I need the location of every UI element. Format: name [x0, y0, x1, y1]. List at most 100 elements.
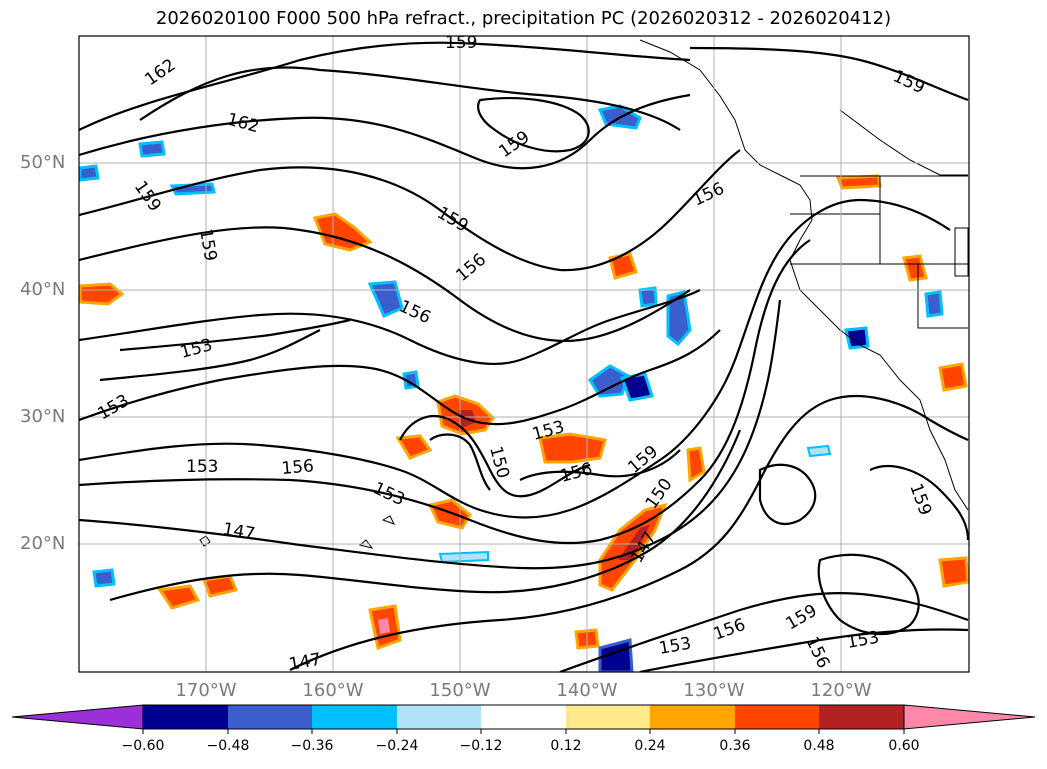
contour-label: 156 — [452, 250, 490, 286]
precip-patch-negative — [619, 372, 654, 402]
lon-label-150w: 150°W — [429, 680, 491, 701]
colorbar-segment — [735, 705, 819, 729]
lon-label-160w: 160°W — [302, 680, 364, 701]
colorbar-segment — [566, 705, 650, 729]
map-title: 2026020100 F000 500 hPa refract., precip… — [155, 8, 892, 29]
contour-line — [559, 592, 969, 672]
precip-patch-negative — [92, 568, 116, 588]
precip-patch-positive — [686, 446, 706, 483]
contour-label: 153 — [95, 391, 133, 425]
contour-label: 150 — [485, 444, 513, 481]
contour-label: 159 — [783, 601, 821, 635]
coastlines — [199, 39, 969, 549]
contour-label: 147 — [221, 519, 256, 544]
contour-line — [477, 97, 590, 153]
precip-patch-positive — [395, 434, 433, 460]
contour-label: 156 — [711, 615, 748, 645]
precip-patch-negative — [806, 444, 832, 458]
contour-label: 159 — [905, 481, 935, 518]
contour-line — [79, 239, 811, 545]
contour-line — [289, 394, 969, 671]
precip-patch-positive — [378, 618, 390, 634]
precip-patch-positive — [618, 525, 650, 560]
refractivity-contours — [79, 41, 969, 672]
colorbar-tick-label: −0.36 — [290, 738, 334, 754]
precip-patch-negative — [666, 290, 692, 347]
contour-label: 159 — [130, 177, 165, 215]
contour-line — [79, 329, 721, 426]
contour-line — [79, 226, 691, 342]
contour-label: 156 — [281, 456, 315, 479]
colorbar-frame — [142, 704, 905, 730]
contour-line — [869, 465, 969, 541]
precip-patch-negative — [638, 286, 658, 308]
colorbar-extend-right — [903, 704, 1036, 730]
graticule — [79, 36, 969, 672]
lat-label-30n: 30°N — [20, 406, 66, 427]
precip-patch-positive — [538, 432, 607, 464]
precip-patch-positive — [902, 254, 928, 282]
lon-label-120w: 120°W — [810, 680, 872, 701]
colorbar-tick-label: 0.24 — [634, 738, 666, 754]
contour-line — [79, 289, 701, 366]
lon-label-140w: 140°W — [556, 680, 618, 701]
contour-line — [79, 198, 951, 519]
contour-line — [399, 415, 591, 498]
lat-label-40n: 40°N — [20, 279, 66, 300]
lon-label-130w: 130°W — [683, 680, 745, 701]
lon-label-170w: 170°W — [175, 680, 237, 701]
contour-label: 159 — [890, 66, 928, 98]
contour-label: 159 — [434, 203, 472, 237]
contour-label: 159 — [495, 127, 533, 162]
contour-label: 159 — [624, 442, 662, 478]
colorbar-tick-label: 0.48 — [803, 738, 835, 754]
contour-label: 159 — [445, 33, 477, 53]
precip-patch-positive — [938, 556, 969, 588]
contour-label: 156 — [396, 296, 434, 328]
contour-line — [109, 429, 742, 602]
contour-label: 153 — [370, 478, 408, 510]
precip-patch-negative — [924, 290, 944, 318]
precip-patch-positive — [79, 282, 125, 306]
precip-patch-negative — [598, 638, 634, 672]
colorbar-tick-label: 0.36 — [719, 738, 751, 754]
contour-line — [79, 93, 691, 170]
contour-line — [519, 449, 681, 481]
contour-label: 153 — [845, 628, 880, 653]
precip-patch-positive — [608, 252, 638, 280]
contour-line — [79, 41, 691, 131]
contour-label: 153 — [657, 634, 692, 659]
contour-label: 147 — [287, 650, 322, 675]
contour-line — [119, 318, 351, 352]
precip-patch-positive — [157, 584, 201, 610]
contour-label: 156 — [690, 179, 728, 211]
contour-label: 153 — [186, 457, 218, 477]
precip-shading — [79, 104, 969, 672]
contour-line — [639, 628, 969, 672]
colorbar-tick-label: −0.12 — [459, 738, 503, 754]
contour-label: 150 — [642, 475, 677, 513]
colorbar-segment — [397, 705, 481, 729]
contour-line — [79, 299, 782, 570]
colorbar-tick-label: 0.60 — [888, 738, 920, 754]
contour-label: 153 — [178, 335, 215, 363]
precip-patch-positive — [312, 212, 373, 252]
colorbar-segment — [228, 705, 312, 729]
colorbar-segment — [819, 705, 904, 729]
colorbar-tick-label: −0.60 — [121, 738, 165, 754]
colorbar — [11, 704, 1036, 734]
contour-line — [99, 329, 321, 382]
colorbar-extend-left — [11, 704, 144, 730]
contour-label: 162 — [225, 110, 262, 138]
precip-patch-negative — [79, 164, 100, 182]
map-area — [79, 36, 969, 672]
colorbar-segment — [143, 705, 228, 729]
contour-label: 162 — [141, 55, 179, 90]
map-frame — [78, 35, 970, 673]
precip-patch-positive — [835, 174, 882, 190]
colorbar-segment — [650, 705, 735, 729]
lat-label-50n: 50°N — [20, 152, 66, 173]
contour-line — [758, 463, 817, 526]
lat-label-20n: 20°N — [20, 533, 66, 554]
